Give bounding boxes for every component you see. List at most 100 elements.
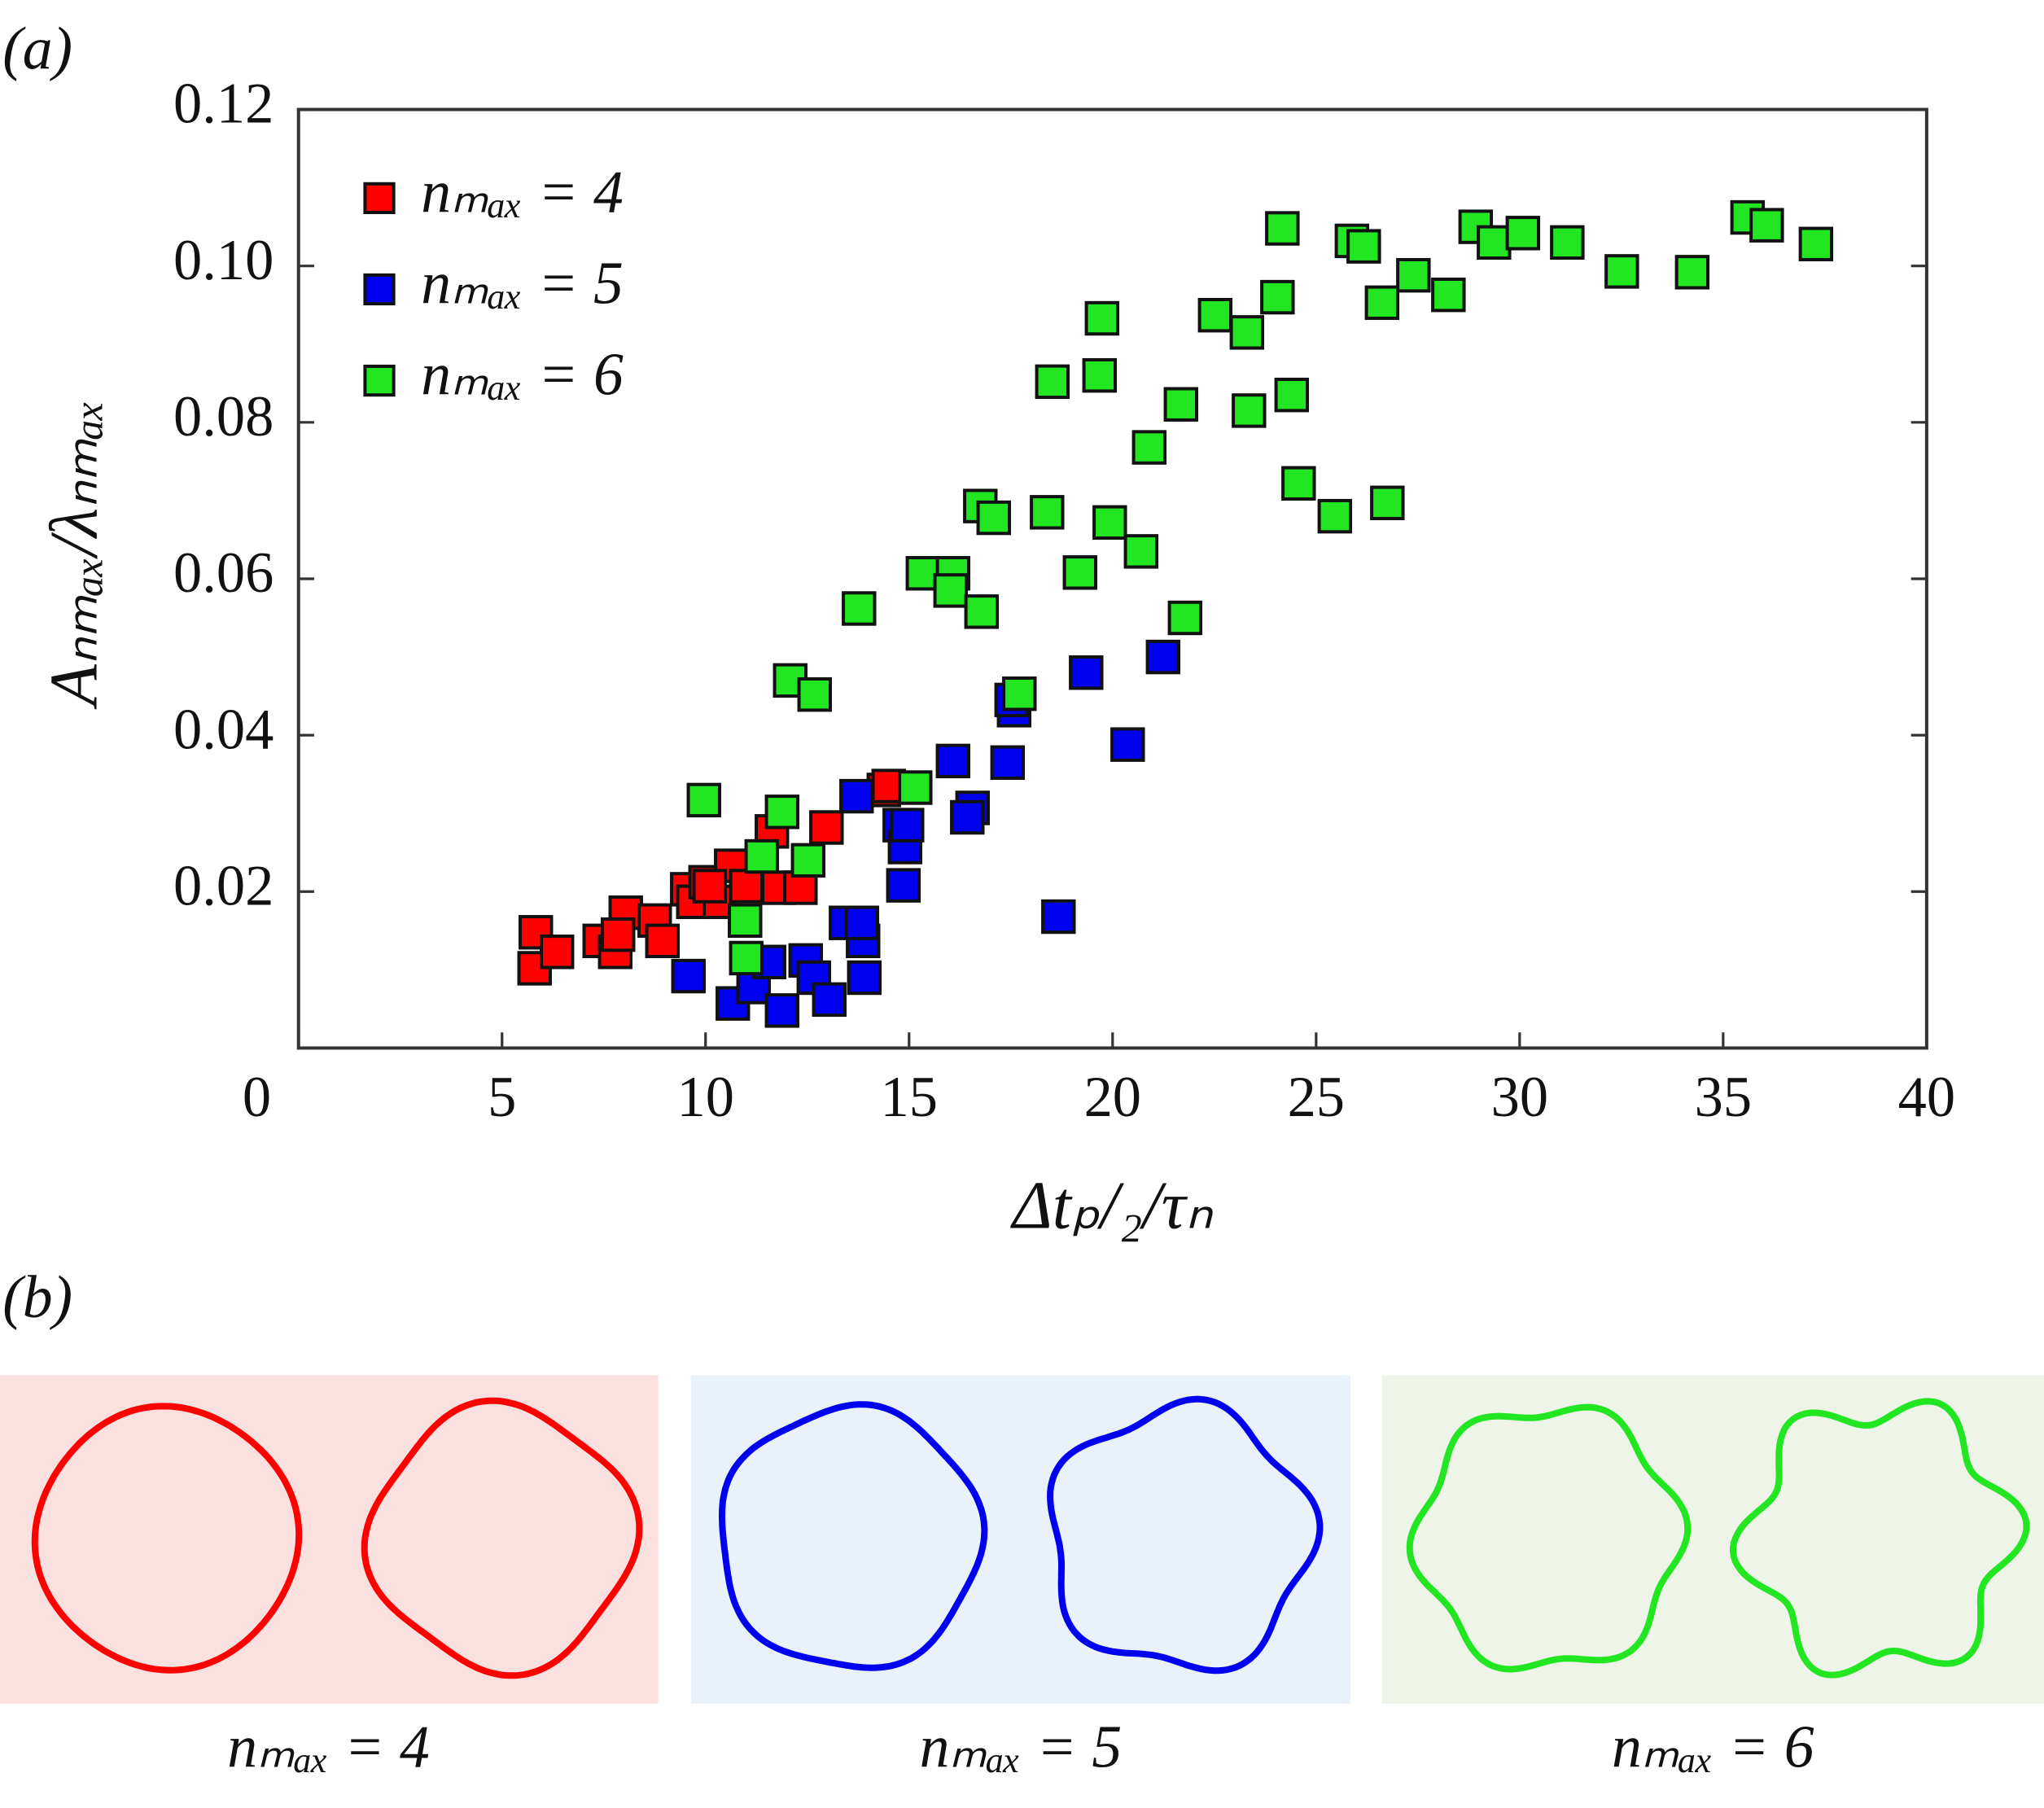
marker [950,799,985,835]
marker [1370,485,1405,520]
panel-label: (b) [2,1263,72,1330]
droplet-outline [31,1403,303,1674]
droplet-outline [361,1397,643,1679]
y-tick-label: 0.06 [173,541,274,605]
marker [692,869,727,904]
y-tick-label: 0.08 [173,385,274,449]
marker [601,917,636,952]
legend-label: nₘₐₓ = 6 [421,340,624,407]
x-tick-label: 35 [1695,1066,1752,1129]
marker [1317,498,1353,534]
marker [1265,211,1300,246]
marker [729,940,764,976]
marker [1229,315,1265,350]
x-axis-label: Δtₚ/₂/τₙ [1010,1168,1214,1243]
marker [1123,534,1159,569]
marker [1167,600,1203,636]
y-tick-label: 0.10 [173,229,274,292]
panel-caption: nₘₐₓ = 5 [920,1714,1123,1780]
x-tick-label: 0 [243,1066,271,1129]
droplet-outline [1730,1398,2030,1679]
marker [1092,505,1127,541]
marker [790,843,825,878]
marker [839,778,874,814]
marker [1505,216,1541,251]
marker [1082,357,1118,393]
marker [1798,226,1834,261]
panel-bg [0,1375,659,1704]
marker [933,573,969,608]
marker [1604,254,1639,289]
marker [898,770,933,805]
marker [1084,300,1120,336]
marker [764,795,799,830]
marker [519,915,554,950]
x-tick-label: 30 [1491,1066,1548,1129]
marker [1281,466,1316,501]
marker [744,838,779,874]
marker [1431,277,1466,313]
legend-marker [363,273,396,306]
legend-label: nₘₐₓ = 4 [421,158,624,225]
droplet-outline [1406,1403,1692,1673]
marker [842,591,877,626]
marker [1030,495,1065,530]
x-tick-label: 15 [881,1066,938,1129]
marker [1069,655,1104,690]
marker [1110,727,1145,762]
marker [847,960,882,996]
y-tick-label: 0.02 [173,854,274,917]
x-tick-label: 20 [1084,1066,1141,1129]
panel-bg [1381,1375,2044,1704]
x-tick-label: 25 [1288,1066,1345,1129]
marker [1396,257,1431,293]
panel-label: (a) [2,15,72,81]
marker [1232,393,1267,428]
legend-marker [363,182,396,215]
marker [729,869,764,904]
marker [1346,229,1381,264]
marker [797,676,832,712]
marker [686,782,721,818]
droplet-outline [719,1401,988,1671]
marker [990,745,1026,780]
marker [1163,387,1199,422]
marker [1035,364,1070,400]
marker [1145,639,1181,675]
marker [540,935,575,970]
marker [1674,255,1710,290]
marker [1131,430,1167,465]
marker [1260,279,1295,315]
y-axis-label: Aₙₘₐₓ/λₙₘₐₓ [37,400,112,710]
marker [812,982,847,1018]
x-tick-label: 10 [677,1066,734,1129]
x-tick-label: 40 [1898,1066,1955,1129]
legend-label: nₘₐₓ = 5 [421,249,624,316]
panel-caption: nₘₐₓ = 4 [227,1714,430,1780]
marker [1550,225,1585,260]
marker [1364,285,1400,321]
legend-marker [363,364,396,397]
marker [764,993,799,1028]
y-tick-label: 0.12 [173,72,274,136]
marker [964,594,1000,629]
marker [1002,676,1037,711]
marker [890,808,925,843]
marker [1041,899,1076,935]
panel-caption: nₘₐₓ = 6 [1612,1714,1814,1780]
marker [935,743,971,779]
y-tick-label: 0.04 [173,698,274,761]
marker [886,868,921,903]
marker [728,903,763,939]
marker [1749,208,1784,243]
panel-bg [690,1375,1351,1704]
marker [671,958,706,994]
marker [1197,297,1233,333]
marker [976,500,1012,536]
marker [844,905,879,940]
droplet-outline [1047,1395,1324,1674]
marker [1274,377,1310,413]
marker [1062,555,1098,590]
